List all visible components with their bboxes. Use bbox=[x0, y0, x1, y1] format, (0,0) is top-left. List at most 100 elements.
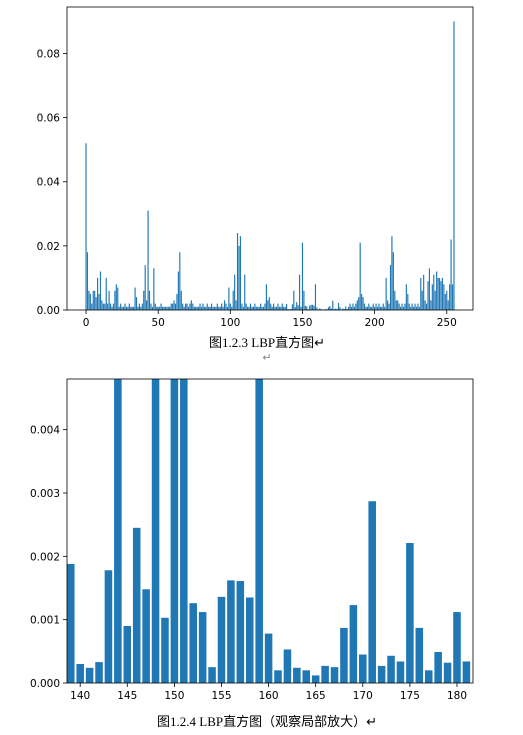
x-tick-label: 155 bbox=[211, 690, 231, 702]
bar bbox=[279, 307, 280, 310]
y-tick-label: 0.00 bbox=[37, 305, 60, 317]
bar bbox=[305, 306, 306, 310]
bar bbox=[149, 291, 150, 310]
bar bbox=[370, 307, 371, 310]
bar bbox=[191, 300, 192, 310]
bar bbox=[109, 291, 110, 310]
bar bbox=[135, 288, 136, 310]
bar bbox=[173, 300, 174, 310]
bar bbox=[179, 252, 180, 310]
bar bbox=[195, 307, 196, 310]
bar bbox=[286, 304, 287, 310]
bar bbox=[383, 304, 384, 310]
x-tick-label: 0 bbox=[83, 317, 90, 329]
bar bbox=[204, 307, 205, 310]
bar bbox=[396, 300, 397, 310]
bar bbox=[163, 307, 164, 310]
bar bbox=[249, 307, 250, 310]
bar bbox=[197, 307, 198, 310]
bar bbox=[269, 297, 270, 310]
bar bbox=[299, 275, 300, 310]
bar bbox=[130, 307, 131, 310]
bar bbox=[359, 655, 367, 684]
bar bbox=[283, 307, 284, 310]
bar bbox=[404, 304, 405, 310]
bar bbox=[434, 652, 442, 683]
bar bbox=[426, 304, 427, 310]
bar bbox=[113, 304, 114, 310]
bar bbox=[387, 656, 395, 683]
bar bbox=[243, 307, 244, 310]
y-tick-label: 0.003 bbox=[30, 488, 60, 500]
bar bbox=[377, 307, 378, 310]
bar bbox=[452, 284, 453, 310]
bar bbox=[199, 304, 200, 310]
bar bbox=[122, 307, 123, 310]
bar bbox=[189, 304, 190, 310]
bar bbox=[178, 272, 179, 310]
bar bbox=[146, 300, 147, 310]
bar bbox=[238, 246, 239, 310]
bar bbox=[357, 300, 358, 310]
y-tick-label: 0.02 bbox=[37, 241, 60, 253]
bar bbox=[277, 304, 278, 310]
bar bbox=[205, 307, 206, 310]
bar bbox=[104, 304, 105, 310]
bar bbox=[399, 304, 400, 310]
bar bbox=[169, 307, 170, 310]
bar bbox=[259, 307, 260, 310]
bar bbox=[106, 278, 107, 310]
bar bbox=[303, 291, 304, 310]
bar bbox=[332, 301, 333, 310]
bar bbox=[117, 288, 118, 310]
bar bbox=[253, 307, 254, 310]
bar bbox=[267, 300, 268, 310]
bar bbox=[390, 265, 391, 310]
x-tick-label: 140 bbox=[70, 690, 90, 702]
bar bbox=[378, 666, 386, 683]
bar bbox=[361, 294, 362, 310]
bar bbox=[416, 628, 424, 683]
bar bbox=[403, 307, 404, 310]
bar bbox=[373, 304, 374, 310]
bar bbox=[97, 278, 98, 310]
bar bbox=[266, 284, 267, 310]
bar bbox=[116, 284, 117, 310]
bar bbox=[133, 307, 134, 310]
caption: 图1.2.4 LBP直方图（观察局部放大）↵ bbox=[157, 714, 377, 729]
bar bbox=[329, 306, 330, 310]
bar bbox=[156, 307, 157, 310]
bar bbox=[448, 300, 449, 310]
bars bbox=[85, 21, 454, 310]
bar bbox=[384, 307, 385, 310]
bar bbox=[246, 598, 254, 684]
bar bbox=[378, 304, 379, 310]
bar bbox=[111, 307, 112, 310]
bar bbox=[436, 272, 437, 310]
bar bbox=[274, 670, 282, 683]
bar bbox=[240, 236, 241, 310]
bar bbox=[105, 570, 113, 683]
bar bbox=[225, 304, 226, 310]
bar bbox=[168, 307, 169, 310]
bar bbox=[233, 291, 234, 310]
bar bbox=[150, 304, 151, 310]
bar bbox=[406, 284, 407, 310]
bar bbox=[180, 303, 188, 683]
bar bbox=[401, 304, 402, 310]
bar bbox=[444, 663, 452, 683]
bar bbox=[260, 304, 261, 310]
y-tick-label: 0.002 bbox=[30, 551, 60, 563]
bar bbox=[364, 304, 365, 310]
bar bbox=[181, 291, 182, 310]
bar bbox=[270, 304, 271, 310]
bar bbox=[412, 304, 413, 310]
bar bbox=[414, 304, 415, 310]
bar bbox=[453, 21, 454, 310]
bar bbox=[107, 304, 108, 310]
bar bbox=[152, 0, 160, 683]
bar bbox=[362, 297, 363, 310]
bar bbox=[211, 304, 212, 310]
bar bbox=[393, 252, 394, 310]
